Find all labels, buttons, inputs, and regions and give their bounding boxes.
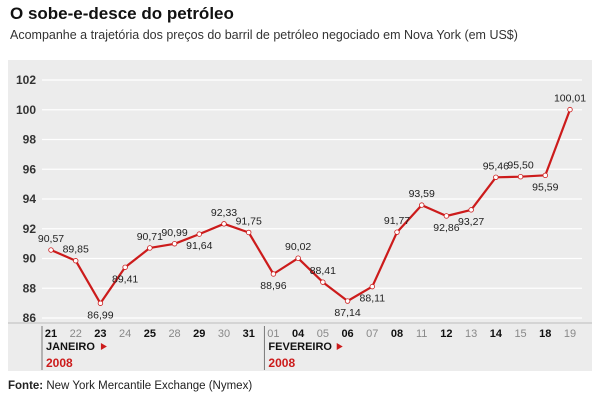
data-label: 90,71 [137, 231, 163, 243]
x-tick-label: 11 [416, 328, 427, 340]
data-label: 95,50 [507, 160, 533, 172]
data-point [567, 106, 573, 113]
source-label: Fonte: [8, 380, 44, 392]
x-tick-label: 19 [564, 328, 576, 340]
data-point [246, 229, 252, 236]
data-point [147, 245, 153, 251]
data-label: 91,77 [384, 215, 410, 227]
data-label: 92,86 [433, 222, 459, 234]
x-tick-label: 29 [193, 328, 205, 340]
data-point [394, 229, 400, 235]
data-label: 90,57 [38, 233, 64, 245]
data-label: 91,75 [236, 215, 262, 227]
x-tick-label: 01 [267, 328, 279, 340]
x-axis: 21 22 23 24 25 28 29 30 31 01 04 05 06 07 08 11 12 13 14 15… [8, 322, 592, 340]
data-point [270, 271, 277, 277]
data-label: 88,11 [360, 293, 386, 305]
y-tick-label: 100 [16, 103, 36, 117]
data-label: 89,85 [63, 244, 89, 256]
x-tick-label: 04 [292, 328, 305, 340]
plot-background [8, 60, 592, 371]
x-tick-label: 22 [70, 328, 82, 340]
x-tick-label: 23 [94, 328, 106, 340]
y-tick-label: 102 [16, 73, 36, 87]
year-label: 2008 [46, 356, 73, 370]
x-tick-label: 14 [490, 328, 503, 340]
x-tick-label: 28 [168, 328, 180, 340]
year-label: 2008 [268, 356, 295, 370]
source-note: Fonte: New York Mercantile Exchange (Nym… [8, 380, 252, 392]
data-point [344, 298, 351, 304]
month-label: FEVEREIRO [268, 341, 332, 353]
x-tick-label: 12 [440, 328, 452, 340]
data-point [171, 241, 178, 247]
data-label: 88,96 [260, 280, 286, 292]
y-tick-label: 86 [23, 311, 37, 325]
series-line-layer [50, 109, 572, 305]
source-text: New York Mercantile Exchange (Nymex) [46, 380, 253, 392]
x-tick-label: 15 [514, 328, 526, 340]
chart-title: O sobe-e-desce do petróleo [10, 4, 234, 23]
data-label: 93,27 [458, 216, 484, 228]
data-point [468, 207, 474, 213]
data-label: 89,41 [112, 273, 138, 285]
x-tick-label: 05 [317, 328, 329, 340]
data-label: 87,14 [334, 307, 360, 319]
data-points [48, 106, 573, 306]
data-label: 93,59 [409, 188, 435, 200]
x-tick-label: 24 [119, 328, 131, 340]
data-label: 86,99 [87, 309, 113, 321]
data-point [419, 202, 425, 208]
data-point [320, 279, 326, 285]
x-tick-label: 21 [45, 328, 57, 340]
data-point [122, 264, 128, 270]
data-label: 91,64 [186, 240, 212, 252]
chart-subtitle: Acompanhe a trajetória dos preços do bar… [10, 28, 518, 42]
y-tick-label: 88 [23, 281, 37, 295]
data-point [73, 258, 79, 264]
data-label: 90,99 [161, 227, 187, 239]
data-point [443, 213, 450, 219]
data-label: 88,41 [310, 265, 336, 277]
data-point [97, 300, 104, 306]
data-point [48, 247, 54, 253]
x-tick-label: 31 [243, 328, 255, 340]
x-tick-label: 13 [465, 328, 477, 340]
data-label: 92,33 [211, 207, 237, 219]
data-label: 95,46 [483, 160, 509, 172]
month-label: JANEIRO [46, 341, 95, 353]
month-arrow-icon [100, 343, 107, 350]
data-point [221, 221, 227, 227]
x-tick-label: 30 [218, 328, 230, 340]
y-tick-label: 98 [23, 133, 37, 147]
x-tick-label: 07 [366, 328, 378, 340]
data-point [493, 174, 499, 180]
x-tick-label: 18 [539, 328, 551, 340]
data-point [196, 231, 202, 237]
grid-lines [42, 79, 582, 319]
series-line [50, 109, 572, 305]
x-tick-label: 06 [341, 328, 353, 340]
y-tick-label: 92 [23, 222, 37, 236]
data-point [542, 172, 548, 179]
y-tick-label: 90 [23, 252, 37, 266]
x-tick-label: 08 [391, 328, 403, 340]
data-point [369, 283, 375, 290]
data-point [295, 255, 301, 261]
month-arrow-icon [336, 343, 343, 350]
data-point [517, 173, 524, 180]
y-tick-label: 94 [23, 192, 37, 206]
data-label: 100,01 [554, 93, 586, 105]
y-axis: 86 88 90 92 94 96 98 100 102 [16, 73, 36, 325]
data-label: 90,02 [285, 241, 311, 253]
y-tick-label: 96 [23, 162, 37, 176]
month-axis: JANEIRO 2008 FEVEREIRO 2008 [41, 326, 343, 370]
plot-panel [8, 60, 592, 371]
x-tick-label: 25 [144, 328, 156, 340]
data-label: 95,59 [532, 181, 558, 193]
